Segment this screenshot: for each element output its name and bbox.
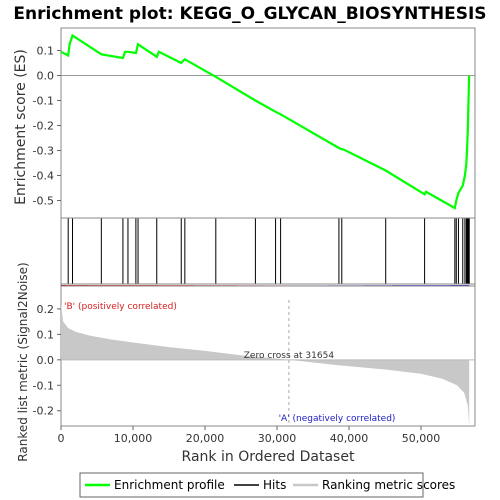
top-ytick-label-0: -0.5 [33,195,54,208]
xtick-label-4: 40,000 [330,432,369,445]
negative-correlated-label: 'A' (negatively correlated) [279,414,396,424]
xtick-label-3: 30,000 [258,432,297,445]
xtick-label-5: 50,000 [402,432,441,445]
top-ytick-label-3: -0.2 [33,120,54,133]
chart-title: Enrichment plot: KEGG_O_GLYCAN_BIOSYNTHE… [13,4,486,24]
zero-cross-label: Zero cross at 31654 [244,351,335,361]
positive-correlated-label: 'B' (positively correlated) [64,302,177,312]
top-ytick-label-6: 0.1 [37,45,55,58]
top-ytick-label-5: 0.0 [37,70,55,83]
xtick-label-1: 10,000 [114,432,153,445]
top-ytick-label-4: -0.1 [33,95,54,108]
legend-label-ranking-metric: Ranking metric scores [322,478,455,492]
legend-label-enrichment-profile: Enrichment profile [114,478,225,492]
xtick-label-2: 20,000 [186,432,225,445]
bottom-ylabel: Ranked list metric (Signal2Noise) [16,262,30,461]
bottom-panel-ticks: -0.2 -0.1 0.0 0.1 0.2 0 10,000 20,000 30,000 40,0… [33,303,441,445]
bottom-ytick-label-4: 0.2 [37,303,55,316]
top-panel-frame [60,27,476,287]
top-ylabel: Enrichment score (ES) [13,49,29,205]
xtick-label-0: 0 [58,432,65,445]
bottom-ytick-label-2: 0.0 [37,354,55,367]
top-ytick-label-2: -0.3 [33,145,54,158]
xlabel: Rank in Ordered Dataset [182,449,355,465]
legend-label-hits: Hits [263,478,286,492]
ranking-metric-area [61,303,470,426]
bottom-ytick-label-3: 0.1 [37,328,55,341]
bottom-ytick-label-1: -0.1 [33,379,54,392]
top-ytick-label-1: -0.4 [33,170,54,183]
hit-markers [67,218,470,284]
enrichment-profile-line [60,33,471,210]
bottom-ytick-label-0: -0.2 [33,405,54,418]
top-panel-ticks: -0.5 -0.4 -0.3 -0.2 -0.1 0.0 0.1 [33,45,475,208]
